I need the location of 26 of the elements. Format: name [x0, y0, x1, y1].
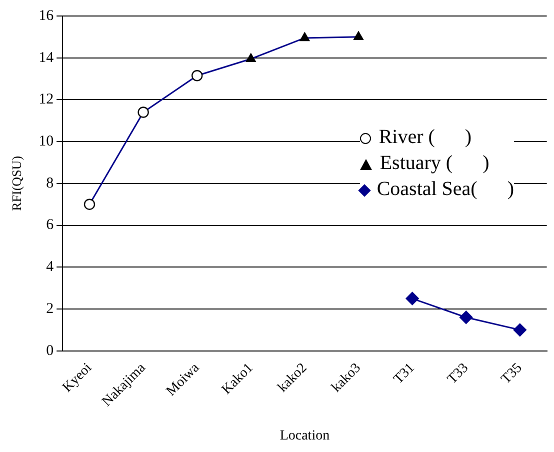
point	[513, 323, 526, 337]
legend-label: Coastal Sea( )	[376, 178, 514, 200]
point	[246, 53, 256, 62]
y-axis-title: RFI(QSU)	[9, 156, 24, 211]
y-tick-label: 12	[38, 92, 54, 108]
y-tick-label: 16	[38, 8, 54, 24]
y-tick-label: 6	[46, 217, 54, 234]
point	[138, 106, 149, 118]
y-tick-label: 2	[46, 300, 54, 317]
point	[192, 70, 203, 82]
point	[406, 292, 419, 306]
legend-label: Estuary ( )	[380, 152, 490, 174]
x-axis-title: Location	[280, 428, 330, 444]
x-tick-label: T33	[444, 360, 472, 388]
y-tick-label: 14	[38, 50, 54, 66]
legend-label: River ( )	[378, 126, 472, 148]
y-tick-label: 10	[38, 134, 54, 150]
x-tick-label: T31	[391, 360, 418, 388]
y-tick-label: 4	[46, 259, 54, 276]
y-tick-label: 0	[46, 342, 54, 359]
x-tick-label: T35	[498, 360, 526, 388]
y-tick-label: 8	[46, 175, 54, 192]
point	[354, 31, 364, 40]
point	[460, 310, 473, 324]
point	[84, 198, 96, 210]
point	[300, 32, 310, 42]
